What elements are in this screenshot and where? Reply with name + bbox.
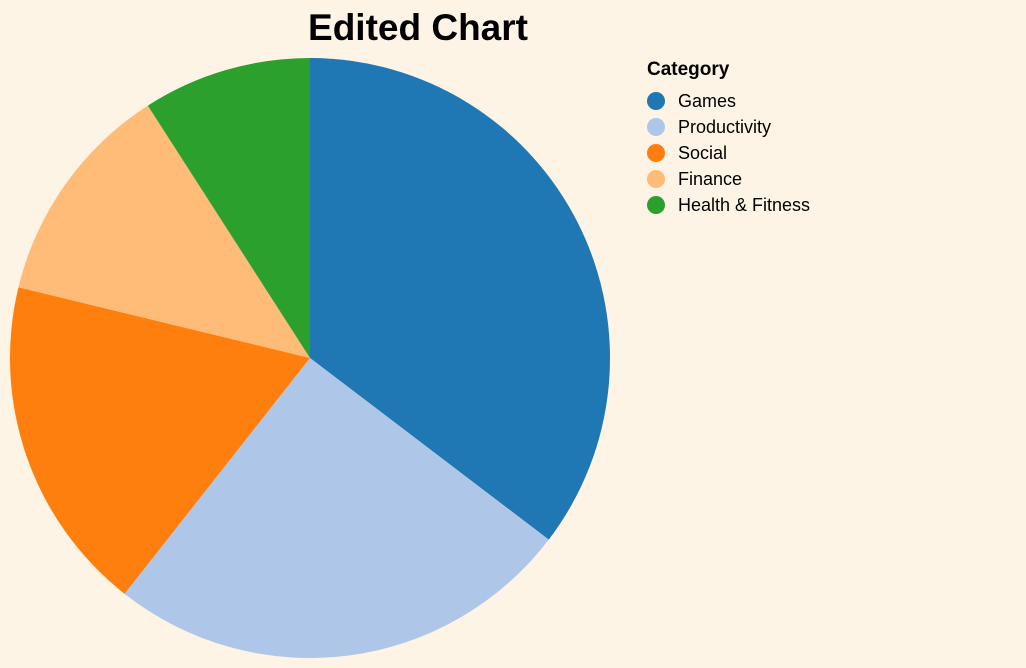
legend-label: Games: [678, 90, 737, 111]
pie-slice-games: [310, 58, 611, 540]
legend-label: Health & Fitness: [678, 194, 811, 215]
legend-swatch: [647, 118, 665, 136]
legend-swatch: [647, 196, 665, 214]
legend-swatch: [647, 92, 665, 110]
pie-slice-productivity: [124, 358, 549, 659]
legend: Category Games Productivity Social Finance H…: [647, 58, 810, 218]
pie-slice-health-fitness: [147, 58, 310, 358]
pie-slice-social: [9, 287, 311, 594]
legend-item-health-fitness: Health & Fitness: [647, 192, 810, 218]
legend-swatch: [647, 144, 665, 162]
pie-chart: [9, 58, 611, 659]
legend-title: Category: [647, 59, 730, 80]
legend-item-social: Social: [647, 140, 810, 166]
chart-title: Edited Chart: [308, 7, 528, 48]
pie-slice-finance: [18, 105, 310, 359]
legend-label: Productivity: [678, 116, 772, 137]
legend-item-productivity: Productivity: [647, 114, 810, 140]
legend-swatch: [647, 170, 665, 188]
legend-label: Social: [678, 142, 728, 163]
legend-label: Finance: [678, 168, 743, 189]
legend-item-finance: Finance: [647, 166, 810, 192]
legend-item-games: Games: [647, 88, 810, 114]
